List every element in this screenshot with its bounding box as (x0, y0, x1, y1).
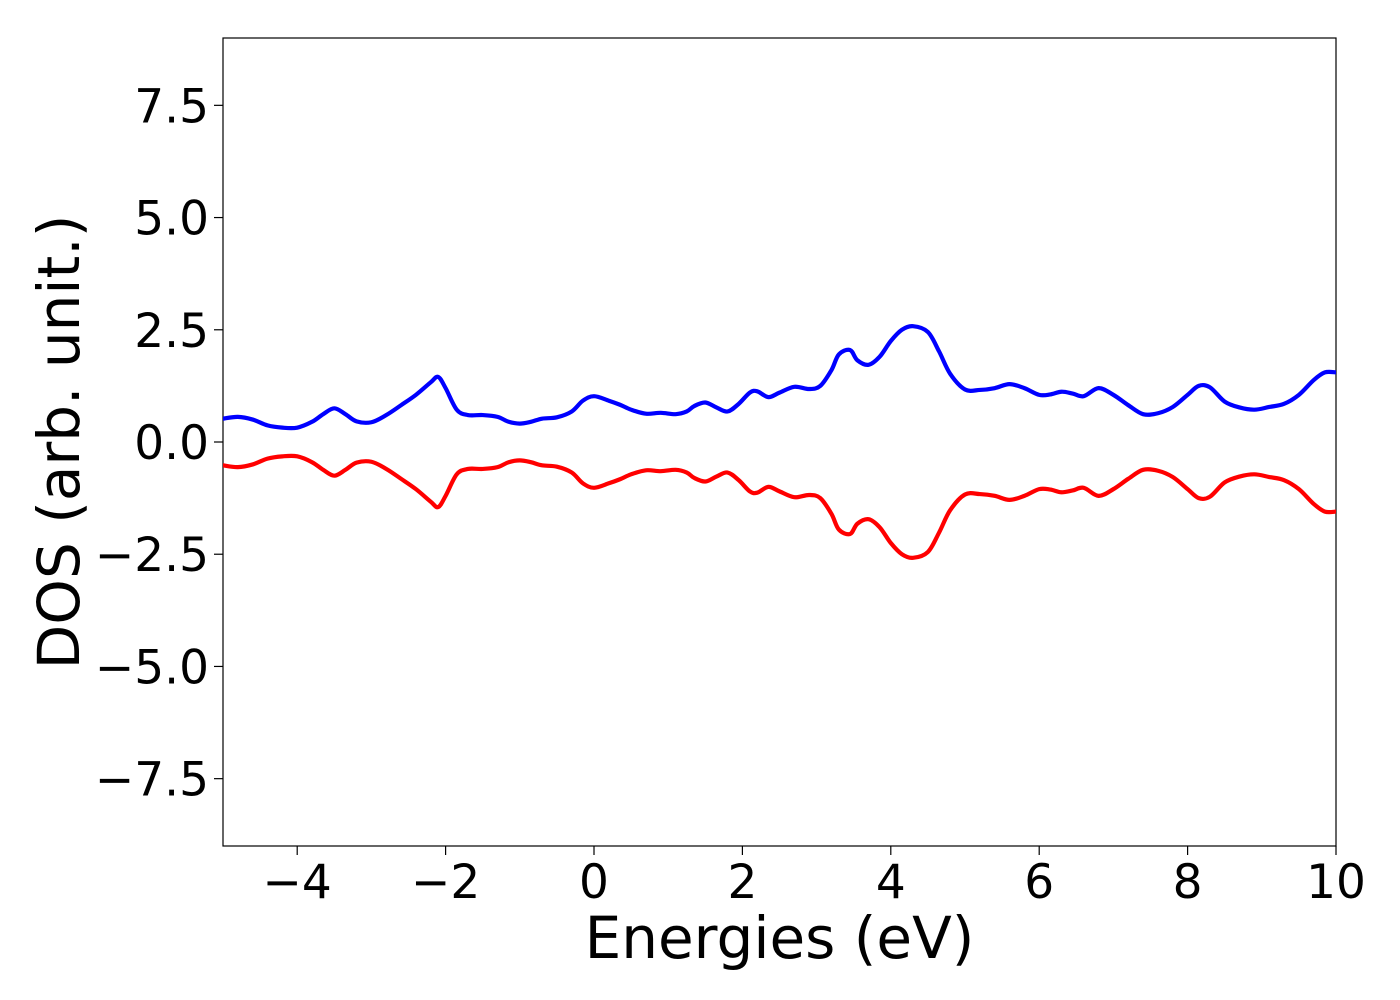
x-tick-label: 4 (876, 855, 906, 910)
x-tick-label: 6 (1024, 855, 1054, 910)
dos-series-line-1 (223, 324, 1336, 431)
x-tick-label: 10 (1306, 855, 1366, 910)
y-axis-label: DOS (arb. unit.) (25, 215, 93, 670)
series-layer (223, 324, 1336, 560)
y-tick-label: −5.0 (95, 640, 209, 695)
y-tick-label: −2.5 (95, 528, 209, 583)
x-axis-label: Energies (eV) (585, 904, 975, 972)
y-tick-label: 2.5 (134, 304, 209, 359)
y-tick-label: 5.0 (134, 192, 209, 247)
x-tick-label: 2 (727, 855, 757, 910)
y-tick-label: −7.5 (95, 753, 209, 808)
y-axis: −7.5 −5.0 −2.5 0.0 2.5 5.0 7.5 (95, 79, 223, 808)
plot-area (222, 37, 1337, 847)
x-tick-label: 8 (1173, 855, 1203, 910)
y-tick-label: 0.0 (134, 416, 209, 471)
dos-series-line-2 (223, 453, 1336, 560)
x-axis: −4 −2 0 2 4 6 8 10 (263, 846, 1366, 910)
x-tick-label: 0 (579, 855, 609, 910)
y-tick-label: 7.5 (134, 79, 209, 134)
x-tick-label: −2 (411, 855, 480, 910)
x-tick-label: −4 (263, 855, 332, 910)
